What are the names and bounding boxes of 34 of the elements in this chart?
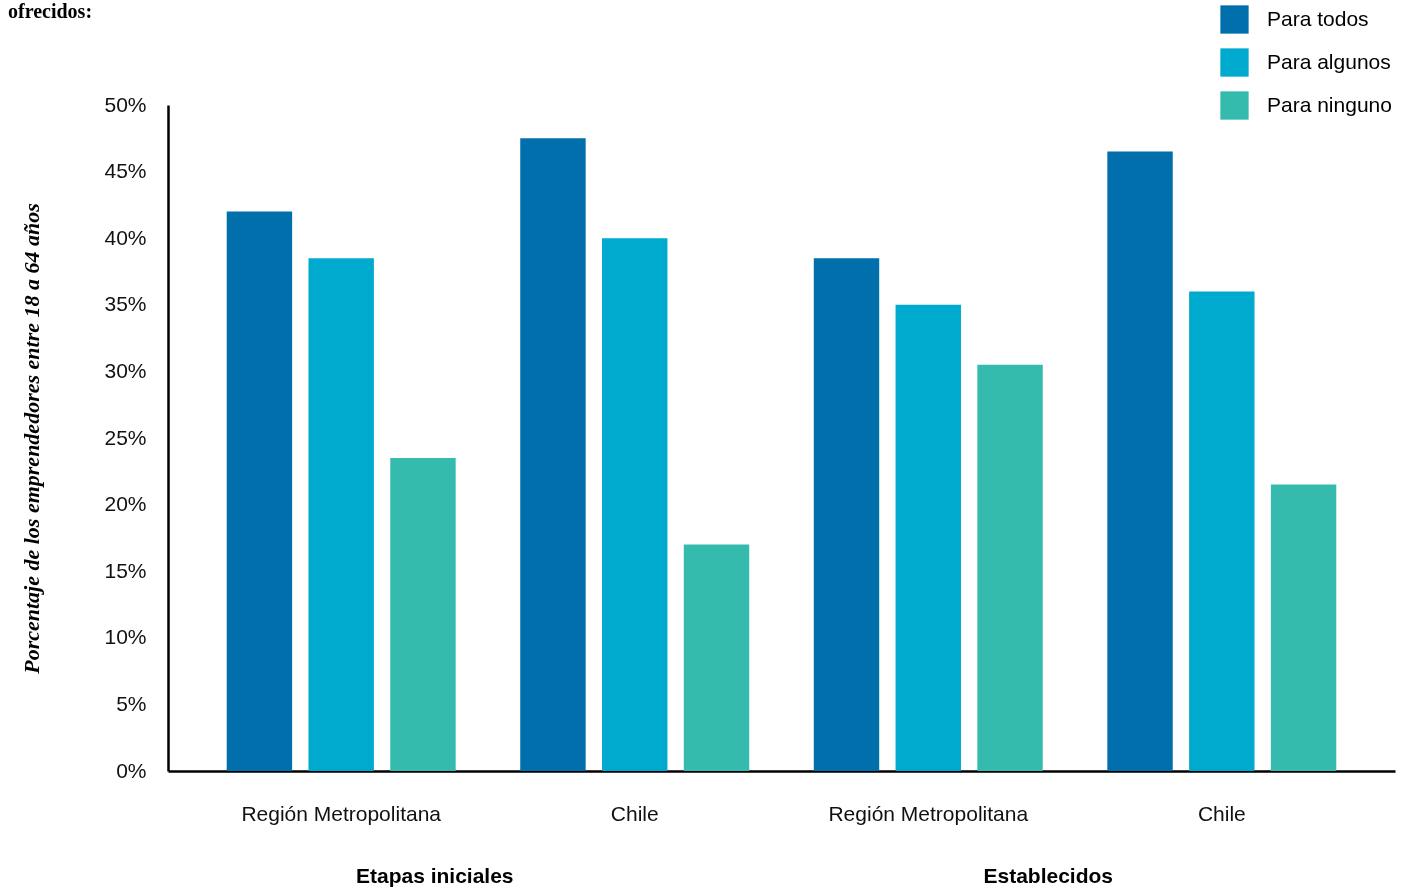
- bar: [1107, 151, 1173, 771]
- bar: [1189, 291, 1255, 771]
- legend-label: Para todos: [1267, 6, 1369, 30]
- y-tick-label: 50%: [104, 92, 147, 116]
- legend-label: Para ninguno: [1267, 92, 1392, 116]
- bar: [813, 258, 880, 771]
- y-tick-label: 5%: [116, 691, 147, 715]
- y-tick-label: 25%: [104, 425, 147, 449]
- chart-title: ofrecidos:: [8, 0, 93, 23]
- x-tick-label: Región Metropolitana: [828, 801, 1029, 825]
- bar: [1270, 484, 1337, 771]
- y-tick-label: 15%: [104, 558, 147, 582]
- bar: [895, 304, 961, 771]
- x-tick-label: Chile: [1197, 801, 1246, 825]
- bar: [977, 364, 1043, 771]
- y-tick-label: 45%: [104, 159, 147, 183]
- y-tick-label: 35%: [104, 292, 147, 316]
- y-tick-label: 40%: [104, 225, 147, 249]
- y-tick-label: 20%: [104, 492, 147, 516]
- legend-label: Para algunos: [1267, 49, 1391, 73]
- y-tick-label: 10%: [104, 625, 147, 649]
- bar: [520, 138, 586, 771]
- x-tick-label: Región Metropolitana: [241, 801, 442, 825]
- bar: [390, 457, 456, 771]
- bar: [226, 211, 293, 771]
- text: Establecidos: [983, 864, 1114, 888]
- y-axis-title: Porcentaje de los emprendedores entre 18 a 64 años: [19, 203, 45, 675]
- y-tick-label: 0%: [116, 758, 147, 782]
- text: Etapas iniciales: [355, 864, 514, 888]
- x-tick-label: Chile: [610, 801, 659, 825]
- bar: [683, 544, 750, 771]
- y-tick-label: 30%: [104, 358, 147, 382]
- bar: [602, 238, 668, 771]
- bar: [308, 258, 374, 771]
